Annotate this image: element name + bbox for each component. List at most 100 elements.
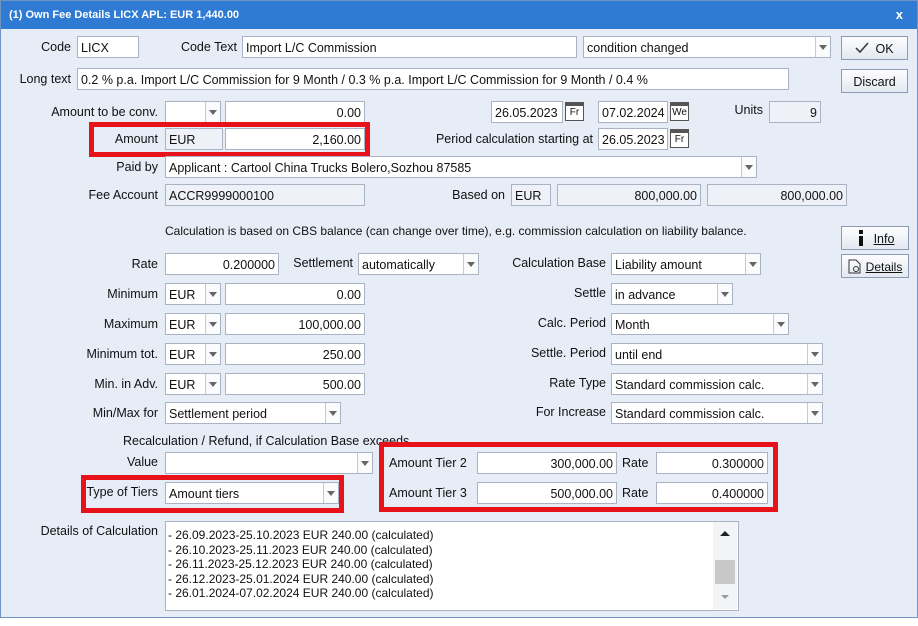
value: 800,000.00 [780, 189, 843, 203]
dropdown[interactable]: condition changed [583, 36, 831, 58]
label: Amount [114, 132, 158, 146]
input[interactable]: ACCR9999000100 [165, 184, 365, 206]
label: Amount Tier 3 [389, 486, 467, 500]
day: Fr [674, 134, 685, 145]
label: Settle. Period [530, 346, 606, 360]
input[interactable]: 0.2 % p.a. Import L/C Commission for 9 M… [77, 68, 789, 90]
dropdown[interactable] [165, 452, 373, 474]
label: Rate [131, 257, 158, 271]
section-label: Recalculation / Refund, if Calculation B… [123, 434, 410, 448]
value: 0.2 % p.a. Import L/C Commission for 9 M… [81, 73, 648, 87]
text: Info [873, 232, 895, 246]
calendar-button[interactable]: Fr [670, 129, 689, 148]
dropdown[interactable] [165, 101, 221, 123]
arrow [745, 254, 760, 274]
arrow [323, 483, 338, 503]
dropdown[interactable]: in advance [611, 283, 733, 305]
value: 2,160.00 [312, 133, 361, 147]
value: Standard commission calc. [615, 407, 765, 421]
value: 26.05.2023 [602, 133, 665, 147]
detail-line: - 26.09.2023-25.10.2023 EUR 240.00 (calc… [168, 528, 434, 542]
highlight [81, 475, 344, 513]
value: 800,000.00 [634, 189, 697, 203]
dropdown[interactable]: EUR [165, 283, 221, 305]
value: automatically [362, 258, 435, 272]
label: Settlement [293, 256, 353, 270]
label: Calc. Period [537, 316, 606, 330]
input[interactable]: 500,000.00 [477, 482, 617, 504]
label: Type of Tiers [86, 485, 158, 499]
value: LICX [81, 41, 109, 55]
calendar-button[interactable]: We [670, 102, 689, 121]
dropdown[interactable]: EUR [165, 373, 221, 395]
dropdown[interactable]: EUR [165, 313, 221, 335]
input[interactable]: 0.200000 [165, 253, 279, 275]
check-icon [855, 42, 870, 54]
dropdown[interactable]: Liability amount [611, 253, 761, 275]
input[interactable]: LICX [77, 36, 139, 58]
scrollbar[interactable] [713, 522, 737, 609]
detail-line: - 26.11.2023-25.12.2023 EUR 240.00 (calc… [168, 557, 433, 572]
dropdown[interactable]: Applicant : Cartool China Trucks Bolero,… [165, 156, 757, 178]
detail-line: - 26.01.2024-07.02.2024 EUR 240.00 (calc… [168, 586, 434, 601]
close[interactable]: x [895, 7, 903, 22]
value: condition changed [587, 41, 689, 55]
date-input[interactable]: 26.05.2023 [598, 128, 668, 150]
input[interactable]: 0.300000 [656, 452, 768, 474]
value: EUR [169, 133, 196, 147]
input[interactable]: 0.400000 [656, 482, 768, 504]
detail-line: - 26.10.2023-25.11.2023 EUR 240.00 (calc… [168, 542, 433, 557]
value: 250.00 [322, 348, 361, 362]
info-button[interactable]: Info [841, 226, 909, 250]
input[interactable]: 250.00 [225, 343, 365, 365]
label: Minimum [107, 287, 158, 301]
arrow [807, 403, 822, 423]
input[interactable]: 300,000.00 [477, 452, 617, 474]
arrow [205, 314, 220, 334]
date-input[interactable]: 26.05.2023 [491, 101, 563, 123]
label: Paid by [116, 160, 158, 174]
note: Calculation is based on CBS balance (can… [165, 224, 747, 238]
label: Code Text [180, 40, 237, 54]
input[interactable]: EUR [511, 184, 551, 206]
input[interactable]: 800,000.00 [707, 184, 847, 206]
info-icon [858, 230, 863, 246]
input[interactable]: 0.00 [225, 101, 365, 123]
value: 300,000.00 [550, 457, 613, 471]
dropdown[interactable]: Settlement period [165, 402, 341, 424]
value: ACCR9999000100 [169, 189, 274, 203]
value: 26.05.2023 [495, 106, 558, 120]
value: Liability amount [615, 258, 702, 272]
input[interactable]: 9 [769, 101, 821, 123]
dropdown[interactable]: Standard commission calc. [611, 373, 823, 395]
input[interactable]: EUR [165, 128, 223, 150]
highlight [89, 122, 370, 157]
input[interactable]: 500.00 [225, 373, 365, 395]
value: 07.02.2024 [602, 106, 665, 120]
discard-button[interactable]: Discard [841, 69, 908, 93]
dropdown[interactable]: Standard commission calc. [611, 402, 823, 424]
label: Maximum [103, 317, 158, 331]
input[interactable]: Import L/C Commission [242, 36, 577, 58]
date-input[interactable]: 07.02.2024 [598, 101, 668, 123]
value: Settlement period [169, 407, 267, 421]
input[interactable]: 100,000.00 [225, 313, 365, 335]
input[interactable]: 2,160.00 [225, 128, 365, 150]
details-icon [848, 259, 861, 274]
calendar-button[interactable]: Fr [565, 102, 584, 121]
input[interactable]: 800,000.00 [557, 184, 701, 206]
day: Fr [569, 107, 580, 118]
input[interactable]: 0.00 [225, 283, 365, 305]
dropdown[interactable]: Month [611, 313, 789, 335]
day: We [672, 107, 687, 118]
ok-button[interactable]: OK [841, 36, 908, 60]
dropdown[interactable]: EUR [165, 343, 221, 365]
dropdown[interactable]: automatically [358, 253, 479, 275]
label: For Increase [535, 405, 606, 419]
label: Fee Account [88, 188, 159, 202]
details-button[interactable]: Details [841, 254, 909, 278]
dropdown[interactable]: Amount tiers [165, 482, 339, 504]
dropdown[interactable]: until end [611, 343, 823, 365]
value: Applicant : Cartool China Trucks Bolero,… [169, 161, 472, 175]
